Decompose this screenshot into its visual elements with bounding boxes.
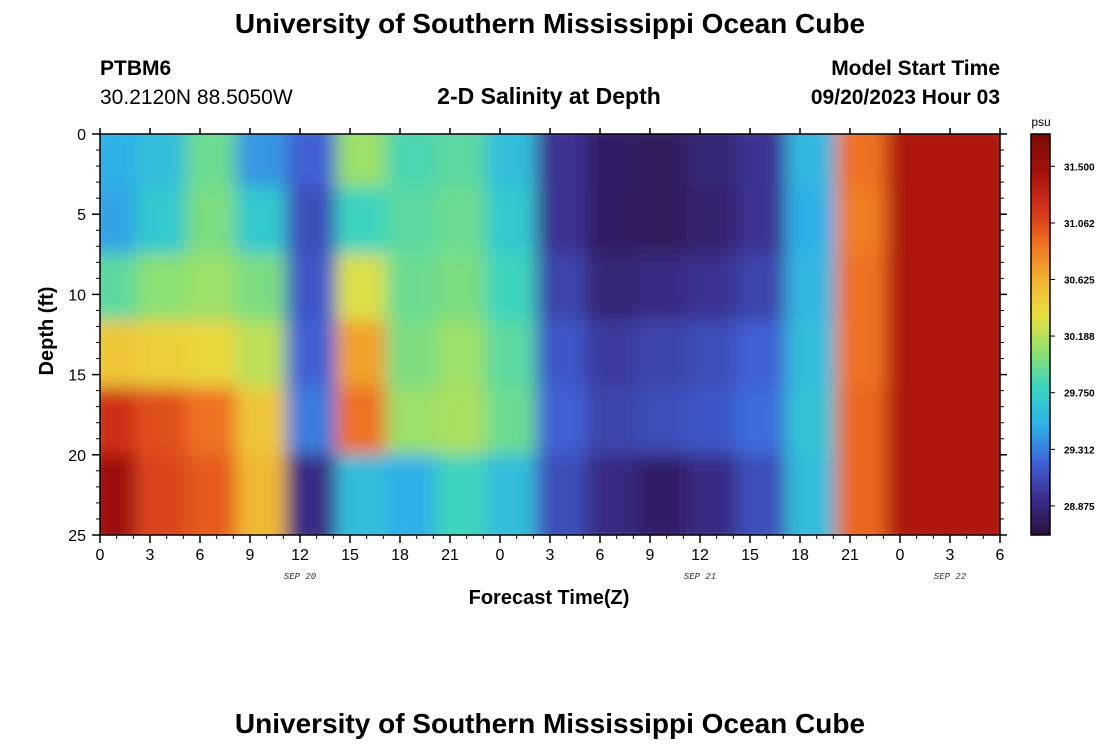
- date-label: SEP 21: [684, 572, 716, 582]
- x-tick-label: 3: [546, 547, 555, 564]
- x-tick-label: 15: [341, 547, 359, 564]
- station-id: PTBM6: [100, 57, 172, 80]
- x-tick-label: 18: [391, 547, 409, 564]
- y-axis: 0 5 10 15 20 25: [68, 127, 1007, 545]
- x-tick-label: 21: [841, 547, 859, 564]
- x-tick-label: 9: [646, 547, 655, 564]
- y-tick-label: 5: [77, 207, 86, 224]
- x-tick-label: 15: [741, 547, 759, 564]
- date-label: SEP 22: [934, 572, 967, 582]
- colorbar-tick-label: 31.062: [1064, 219, 1095, 230]
- colorbar: psu 31.500 31.062 30.625 30.188 29.750 29.312…: [1030, 115, 1095, 536]
- x-tick-label: 9: [246, 547, 255, 564]
- colorbar-unit: psu: [1031, 115, 1050, 129]
- x-tick-label: 0: [896, 547, 905, 564]
- x-tick-label: 12: [691, 547, 709, 564]
- y-tick-label: 20: [68, 448, 86, 465]
- heatmap-cells: [100, 134, 1000, 535]
- x-tick-label: 21: [441, 547, 459, 564]
- x-tick-label: 0: [96, 547, 105, 564]
- chart-title: 2-D Salinity at Depth: [437, 83, 661, 109]
- colorbar-tick-label: 29.750: [1064, 389, 1095, 400]
- y-tick-label: 15: [68, 368, 86, 385]
- y-tick-label: 25: [68, 528, 86, 545]
- page-title-top: University of Southern Mississippi Ocean…: [234, 8, 866, 39]
- colorbar-gradient: [1030, 133, 1051, 536]
- salinity-chart: 2-D Salinity at Depth 0 3 6 9 12 15 18 21 0 3 6 9 12…: [36, 83, 1095, 609]
- colorbar-tick-label: 30.188: [1064, 332, 1095, 343]
- date-labels: SEP 20 SEP 21 SEP 22: [284, 572, 967, 582]
- y-axis-label: Depth (ft): [36, 287, 58, 376]
- page-title-bottom: University of Southern Mississippi Ocean…: [234, 708, 866, 739]
- date-label: SEP 20: [284, 572, 317, 582]
- x-axis-label: Forecast Time(Z): [469, 587, 630, 609]
- x-tick-label: 6: [596, 547, 605, 564]
- x-tick-label: 0: [496, 547, 505, 564]
- y-tick-label: 0: [77, 127, 86, 144]
- x-tick-label: 12: [291, 547, 309, 564]
- x-tick-label: 6: [996, 547, 1005, 564]
- model-start-label: Model Start Time: [831, 57, 1000, 80]
- colorbar-tick-label: 31.500: [1064, 162, 1095, 173]
- x-tick-label: 6: [196, 547, 205, 564]
- model-start-time: 09/20/2023 Hour 03: [810, 86, 1000, 109]
- colorbar-tick-label: 30.625: [1064, 276, 1095, 287]
- heatmap-cell: [936, 454, 1000, 535]
- x-tick-label: 3: [146, 547, 155, 564]
- x-axis: 0 3 6 9 12 15 18 21 0 3 6 9 12 15 18 21 0 3 6: [96, 128, 1005, 564]
- colorbar-tick-label: 29.312: [1064, 445, 1095, 456]
- station-coordinates: 30.2120N 88.5050W: [100, 86, 293, 109]
- colorbar-tick-label: 28.875: [1064, 502, 1095, 513]
- y-tick-label: 10: [68, 287, 86, 304]
- x-tick-label: 18: [791, 547, 809, 564]
- x-tick-label: 3: [946, 547, 955, 564]
